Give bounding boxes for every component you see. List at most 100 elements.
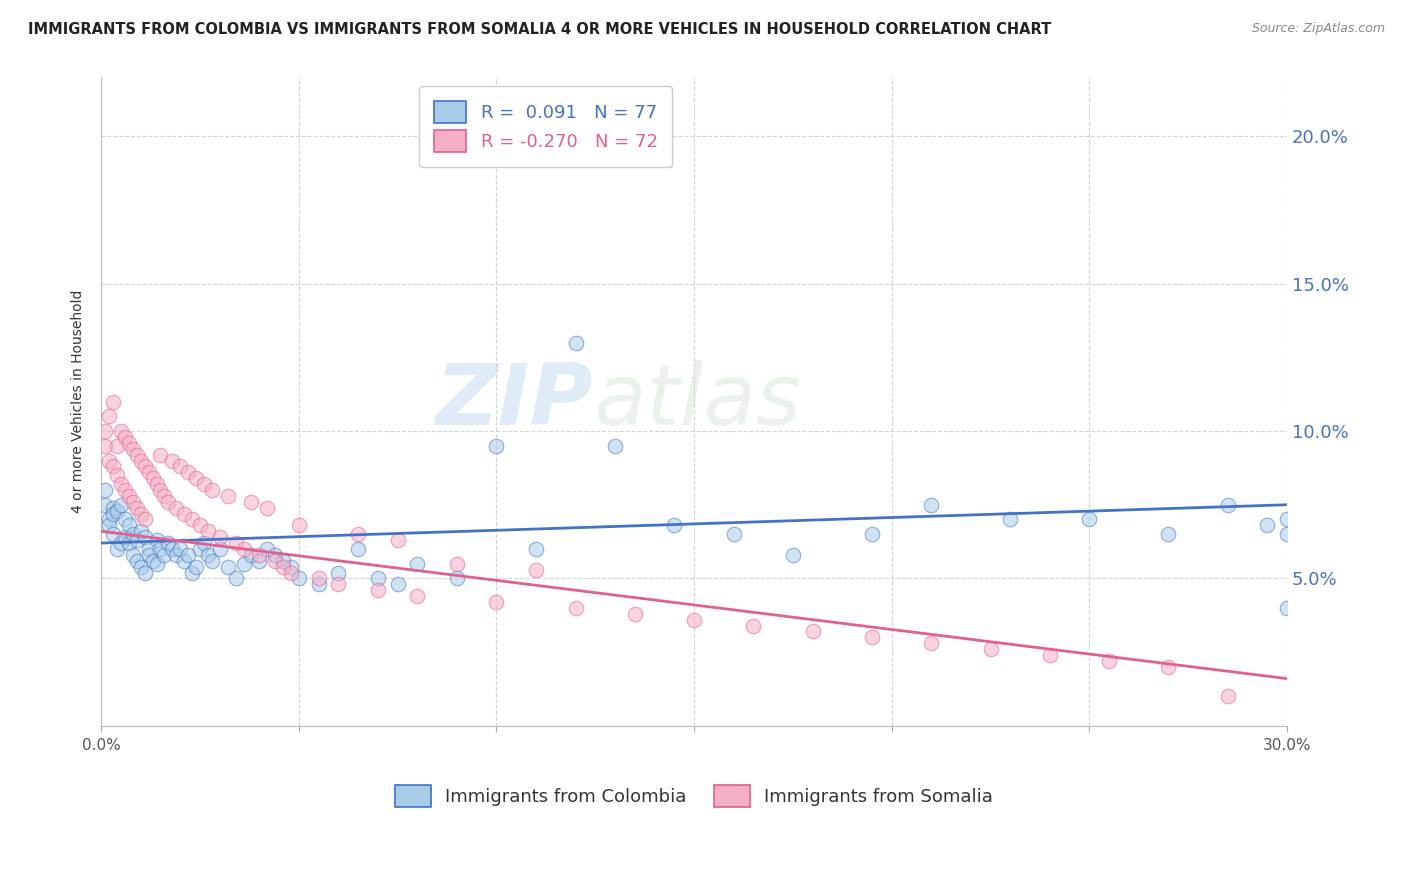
Point (683, 613, 706, 627)
Point (98, 453, 121, 467)
Point (125, 448, 148, 462)
Point (114, 512, 136, 526)
Point (121, 495, 143, 509)
Point (485, 595, 508, 609)
Point (98, 409, 121, 424)
Point (485, 439, 508, 453)
Point (280, 559, 302, 574)
Point (1275, 527, 1298, 541)
Point (1157, 660, 1180, 674)
Point (173, 554, 195, 568)
Point (193, 536, 215, 550)
Point (118, 489, 141, 503)
Point (1000, 512, 1022, 526)
Point (129, 524, 152, 539)
Point (101, 507, 124, 521)
Point (125, 533, 148, 547)
Point (101, 459, 124, 474)
Point (110, 536, 132, 550)
Point (149, 483, 172, 497)
Point (129, 453, 152, 467)
Text: IMMIGRANTS FROM COLOMBIA VS IMMIGRANTS FROM SOMALIA 4 OR MORE VEHICLES IN HOUSEH: IMMIGRANTS FROM COLOMBIA VS IMMIGRANTS F… (28, 22, 1052, 37)
Point (134, 566, 156, 580)
Point (247, 548, 270, 562)
Point (114, 430, 136, 444)
Point (208, 530, 231, 544)
Point (603, 439, 626, 453)
Point (801, 624, 824, 639)
Point (94, 498, 117, 512)
Point (217, 489, 239, 503)
Point (446, 571, 468, 585)
Point (406, 589, 429, 603)
Point (105, 541, 128, 556)
Point (134, 530, 156, 544)
Point (169, 459, 191, 474)
Point (94, 424, 117, 438)
Point (129, 559, 152, 574)
Point (188, 541, 211, 556)
Point (782, 548, 804, 562)
Point (184, 559, 207, 574)
Point (860, 631, 883, 645)
Point (149, 541, 172, 556)
Point (280, 566, 302, 580)
Point (256, 541, 278, 556)
Point (742, 618, 765, 632)
Point (367, 571, 389, 585)
Point (110, 498, 132, 512)
Legend: Immigrants from Colombia, Immigrants from Somalia: Immigrants from Colombia, Immigrants fro… (381, 771, 1008, 822)
Point (153, 489, 176, 503)
Point (138, 548, 160, 562)
Point (188, 518, 211, 533)
Point (169, 541, 191, 556)
Point (105, 503, 128, 517)
Point (197, 524, 219, 539)
Point (264, 548, 287, 562)
Point (208, 541, 231, 556)
Point (524, 563, 547, 577)
Point (110, 424, 132, 438)
Point (1157, 527, 1180, 541)
Point (979, 642, 1001, 657)
Point (149, 448, 172, 462)
Point (101, 394, 124, 409)
Point (524, 541, 547, 556)
Point (138, 541, 160, 556)
Point (623, 607, 645, 621)
Point (110, 477, 132, 491)
Point (328, 577, 350, 591)
Point (723, 527, 745, 541)
Point (1275, 600, 1298, 615)
Point (181, 566, 204, 580)
Point (184, 471, 207, 485)
Point (177, 466, 200, 480)
Point (142, 554, 165, 568)
Point (201, 483, 224, 497)
Point (308, 571, 330, 585)
Point (145, 533, 167, 547)
Point (271, 554, 294, 568)
Point (406, 557, 429, 571)
Point (165, 500, 187, 515)
Point (271, 559, 294, 574)
Point (920, 498, 942, 512)
Point (118, 435, 141, 450)
Point (145, 557, 167, 571)
Point (664, 518, 686, 533)
Point (288, 571, 311, 585)
Y-axis label: 4 or more Vehicles in Household: 4 or more Vehicles in Household (72, 290, 86, 513)
Point (125, 554, 148, 568)
Point (157, 536, 180, 550)
Point (177, 548, 200, 562)
Point (98, 518, 121, 533)
Text: Source: ZipAtlas.com: Source: ZipAtlas.com (1251, 22, 1385, 36)
Point (121, 548, 143, 562)
Point (1256, 518, 1278, 533)
Point (94, 483, 117, 497)
Point (387, 577, 409, 591)
Point (114, 483, 136, 497)
Point (118, 518, 141, 533)
Point (232, 541, 254, 556)
Point (105, 439, 128, 453)
